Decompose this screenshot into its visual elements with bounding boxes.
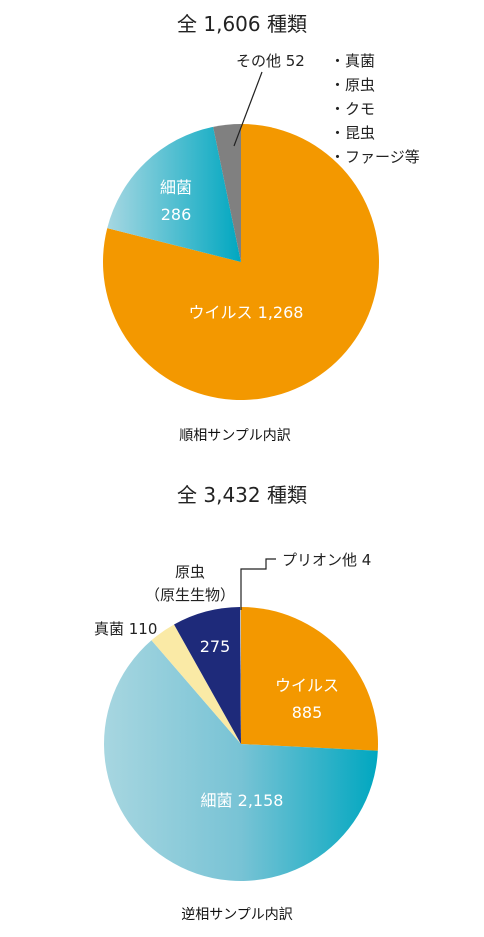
chart1-bacteria-label: 細菌 — [160, 178, 192, 197]
chart1-breakdown-item: ・原虫 — [330, 76, 375, 94]
chart2-prion-leader — [240, 558, 276, 610]
chart2-title: 全 3,432 種類 — [177, 483, 307, 507]
chart1-slice-bacteria — [107, 126, 242, 262]
chart1-title: 全 1,606 種類 — [177, 12, 307, 36]
chart1-bacteria-value: 286 — [161, 205, 192, 224]
chart1-virus-label: ウイルス 1,268 — [189, 303, 304, 322]
chart2-virus-label: ウイルス — [275, 676, 339, 695]
chart1-other-leader — [233, 71, 263, 147]
chart2-slice-prion — [240, 606, 241, 744]
chart2-slice-protozoa — [174, 607, 241, 744]
chart2-fungi-label: 真菌 110 — [94, 620, 157, 638]
chart2-virus-value: 885 — [292, 703, 323, 722]
chart2-slice-bacteria — [103, 640, 378, 882]
chart2-pie — [103, 606, 378, 882]
chart1-slice-other — [213, 124, 241, 262]
chart2-slice-virus — [241, 607, 378, 751]
chart1-slice-virus — [103, 124, 380, 400]
chart1-breakdown-item: ・クモ — [330, 100, 375, 118]
chart1-other-label: その他 52 — [236, 52, 305, 70]
chart1-pie — [103, 124, 380, 400]
chart2-slice-fungi — [151, 624, 241, 744]
chart2-caption: 逆相サンプル内訳 — [181, 907, 293, 923]
chart1-breakdown-item: ・昆虫 — [330, 124, 375, 142]
chart1-caption: 順相サンプル内訳 — [179, 428, 291, 444]
chart2-bacteria-label: 細菌 2,158 — [201, 791, 284, 810]
chart1-breakdown-item: ・ファージ等 — [330, 148, 420, 166]
chart2-protozoa-subname: （原生生物） — [145, 586, 235, 604]
chart2-protozoa-value: 275 — [200, 637, 231, 656]
chart1-breakdown-item: ・真菌 — [330, 52, 375, 70]
chart2-prion-label: プリオン他 4 — [282, 551, 371, 569]
chart2-protozoa-name: 原虫 — [175, 563, 205, 581]
